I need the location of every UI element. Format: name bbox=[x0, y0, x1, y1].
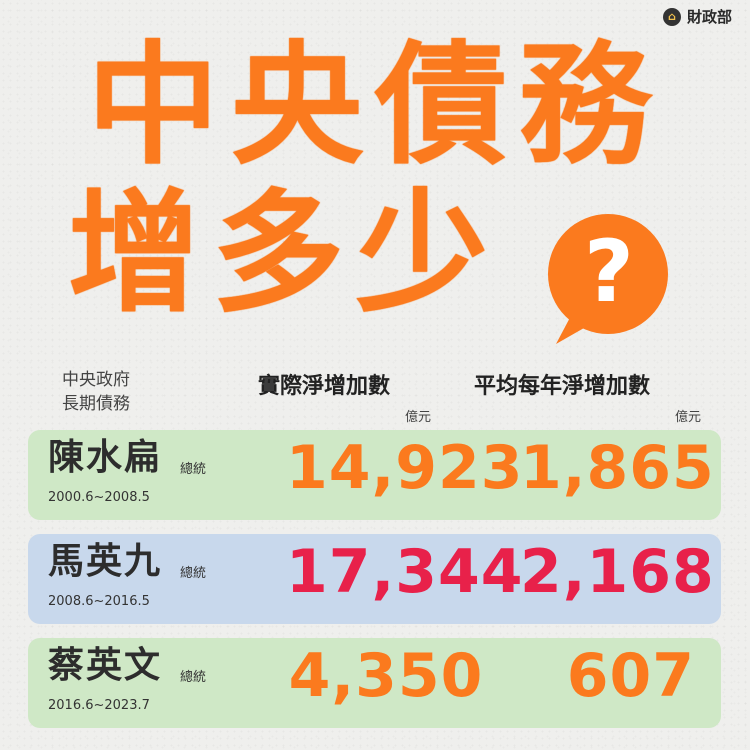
question-bubble-icon: ? bbox=[548, 214, 668, 344]
annual-increase-value: 1,865 bbox=[520, 433, 715, 503]
ministry-logo: ⌂ 財政部 bbox=[662, 6, 732, 27]
annual-increase-value: 607 bbox=[566, 641, 695, 711]
headline-line-2: 增多少 bbox=[68, 177, 500, 331]
president-name: 陳水扁 bbox=[48, 437, 163, 478]
actual-increase-value: 14,923 bbox=[286, 433, 524, 503]
president-name: 馬英九 bbox=[48, 541, 163, 582]
term-range: 2000.6~2008.5 bbox=[48, 490, 150, 505]
president-title: 總統 bbox=[180, 566, 207, 581]
actual-increase-unit: 億元 bbox=[405, 410, 432, 425]
ministry-name: 財政部 bbox=[686, 8, 732, 26]
annual-increase-header: 平均每年淨增加數 bbox=[474, 374, 651, 399]
building-icon: ⌂ bbox=[662, 7, 681, 26]
left-header-line-2: 長期債務 bbox=[62, 394, 130, 414]
term-range: 2008.6~2016.5 bbox=[48, 594, 150, 609]
president-title: 總統 bbox=[180, 462, 207, 477]
actual-increase-value: 4,350 bbox=[288, 641, 484, 711]
table-row-tsai: 蔡英文 總統 2016.6~2023.7 4,350 607 bbox=[28, 638, 721, 728]
table-row-chen: 陳水扁 總統 2000.6~2008.5 14,923 1,865 bbox=[28, 430, 721, 520]
actual-increase-value: 17,344 bbox=[286, 537, 524, 607]
table-row-ma: 馬英九 總統 2008.6~2016.5 17,344 2,168 bbox=[28, 534, 721, 624]
president-name: 蔡英文 bbox=[48, 645, 163, 686]
left-header: 中央政府 長期債務 bbox=[62, 368, 130, 416]
headline-line-1: 中央債務 bbox=[87, 29, 663, 183]
actual-increase-header: 實際淨增加數 bbox=[258, 374, 391, 399]
table-header: 中央政府 長期債務 實際淨增加數 平均每年淨增加數 億元 億元 bbox=[0, 368, 750, 428]
president-title: 總統 bbox=[180, 670, 207, 685]
left-header-line-1: 中央政府 bbox=[62, 370, 130, 390]
term-range: 2016.6~2023.7 bbox=[48, 698, 150, 713]
annual-increase-value: 2,168 bbox=[520, 537, 715, 607]
annual-increase-unit: 億元 bbox=[675, 410, 702, 425]
question-mark: ? bbox=[584, 222, 634, 322]
